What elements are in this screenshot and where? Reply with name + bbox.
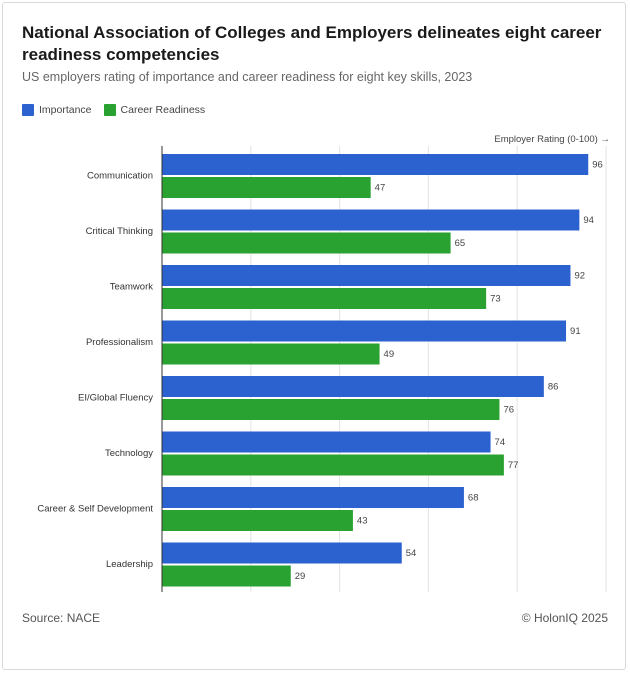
data-label-importance-communication: 96 <box>592 160 603 171</box>
category-label-ei-global-fluency: EI/Global Fluency <box>78 393 153 404</box>
bar-career-readiness-technology <box>162 454 504 476</box>
category-label-teamwork: Teamwork <box>110 282 154 293</box>
bar-importance-communication <box>162 154 589 175</box>
data-label-career-readiness-professionalism: 49 <box>384 349 395 360</box>
category-label-leadership: Leadership <box>106 559 153 570</box>
legend-item-career-readiness[interactable]: Career Readiness <box>103 104 206 116</box>
bar-importance-technology <box>162 431 491 453</box>
category-label-professionalism: Professionalism <box>86 337 153 348</box>
data-label-career-readiness-ei-global-fluency: 76 <box>503 405 514 416</box>
bar-career-readiness-career-self-development <box>162 510 353 531</box>
source-note: Source: NACE <box>22 611 101 625</box>
legend-label-career-readiness: Career Readiness <box>120 104 206 116</box>
chart-title: National Association of Colleges and Emp… <box>22 23 602 64</box>
category-label-career-self-development: Career & Self Development <box>37 504 153 515</box>
bar-importance-critical-thinking <box>162 209 580 231</box>
data-label-importance-career-self-development: 68 <box>468 493 479 504</box>
legend-swatch-career-readiness <box>103 104 116 116</box>
credit-note: © HolonIQ 2025 <box>521 611 608 625</box>
chart-subtitle: US employers rating of importance and ca… <box>22 70 473 84</box>
bar-career-readiness-teamwork <box>162 288 487 309</box>
data-label-importance-professionalism: 91 <box>570 326 581 337</box>
bar-importance-ei-global-fluency <box>162 376 544 397</box>
data-label-career-readiness-leadership: 29 <box>295 571 306 582</box>
category-label-technology: Technology <box>105 448 153 459</box>
bar-career-readiness-leadership <box>162 565 291 587</box>
axis-note: Employer Rating (0-100) → <box>494 134 610 145</box>
data-label-career-readiness-technology: 77 <box>508 460 519 471</box>
bar-importance-teamwork <box>162 265 571 286</box>
data-label-importance-technology: 74 <box>495 437 506 448</box>
bar-importance-professionalism <box>162 320 567 342</box>
legend-swatch-importance <box>22 104 34 116</box>
legend-label-importance: Importance <box>39 104 92 116</box>
bar-importance-career-self-development <box>162 487 464 508</box>
data-label-importance-critical-thinking: 94 <box>583 215 594 226</box>
data-label-career-readiness-career-self-development: 43 <box>357 516 368 527</box>
bar-career-readiness-ei-global-fluency <box>162 399 500 420</box>
bar-career-readiness-communication <box>162 177 371 198</box>
legend: Importance Career Readiness <box>22 104 217 116</box>
data-label-career-readiness-communication: 47 <box>375 183 386 194</box>
data-label-importance-leadership: 54 <box>406 548 417 559</box>
data-label-importance-teamwork: 92 <box>574 271 585 282</box>
bar-importance-leadership <box>162 542 402 564</box>
data-label-career-readiness-teamwork: 73 <box>490 294 501 305</box>
legend-item-importance[interactable]: Importance <box>22 104 92 116</box>
category-label-critical-thinking: Critical Thinking <box>86 226 153 237</box>
bar-career-readiness-professionalism <box>162 343 380 365</box>
bar-career-readiness-critical-thinking <box>162 232 451 254</box>
category-label-communication: Communication <box>87 171 153 182</box>
data-label-importance-ei-global-fluency: 86 <box>548 382 559 393</box>
data-label-career-readiness-critical-thinking: 65 <box>455 238 466 249</box>
